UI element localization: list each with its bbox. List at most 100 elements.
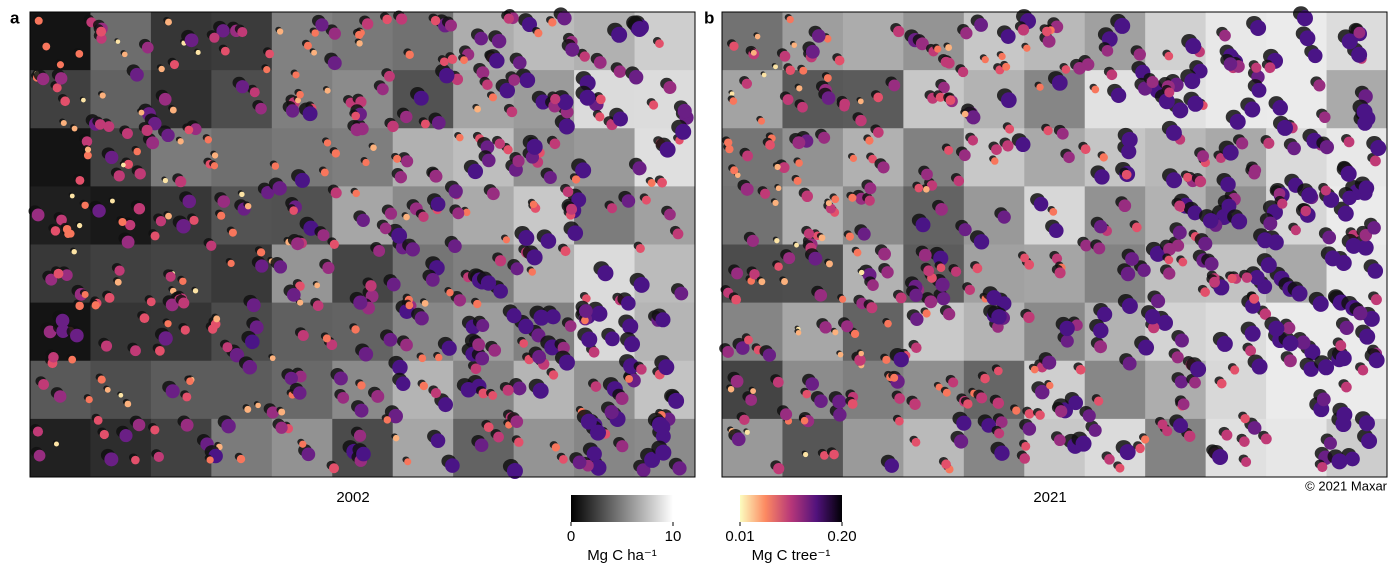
tree-crown: [526, 249, 543, 266]
tree-crown: [550, 93, 561, 105]
tree-crown: [909, 398, 921, 410]
image-tile: [211, 128, 273, 187]
tree-crown: [292, 71, 300, 79]
tree-crown: [941, 459, 951, 470]
tree-crown: [403, 213, 410, 221]
tree-crown: [1173, 418, 1189, 434]
tree-crown: [1367, 221, 1381, 235]
tree-crown: [591, 305, 608, 322]
tree-crown: [1304, 344, 1321, 361]
tree-crown: [56, 61, 65, 69]
tree-crown: [888, 79, 901, 92]
tree-crown: [1002, 62, 1011, 71]
image-tile: [1084, 244, 1146, 304]
tree-crown: [165, 18, 172, 26]
tree-crown: [60, 119, 67, 127]
tree-crown: [782, 94, 794, 105]
tree-crown: [1121, 169, 1132, 180]
tree-crown: [1174, 200, 1186, 212]
tree-crown: [575, 162, 592, 179]
tree-crown: [958, 149, 971, 162]
colorbar-tick-label: 0.01: [725, 528, 754, 545]
tree-crown: [101, 340, 113, 352]
image-frame: [29, 11, 696, 478]
tree-crown: [1341, 33, 1358, 50]
tree-crown: [848, 193, 857, 202]
tree-crown: [209, 32, 220, 43]
tree-crown: [1369, 155, 1381, 167]
tree-crown: [105, 150, 119, 165]
tree-crown: [266, 406, 279, 419]
tree-crown: [664, 208, 676, 221]
tree-crown: [935, 203, 948, 216]
tree-crown: [839, 98, 851, 110]
tree-crown: [242, 359, 258, 375]
tree-crown: [1002, 140, 1014, 152]
tree-crown: [405, 50, 414, 59]
image-tile: [271, 244, 333, 304]
tree-crown: [255, 402, 261, 409]
tree-crown: [1345, 451, 1360, 467]
tree-crown: [244, 405, 252, 413]
tree-crown: [518, 318, 534, 335]
tree-crown: [825, 260, 833, 268]
tree-crown: [1187, 95, 1204, 112]
tree-crown: [354, 403, 369, 418]
tree-crown: [1247, 421, 1262, 435]
tree-crown: [353, 429, 367, 442]
tree-crown: [635, 243, 645, 253]
tree-crown: [1251, 62, 1262, 73]
tree-crown: [456, 133, 464, 142]
tree-crown: [394, 171, 408, 184]
tree-crown: [387, 120, 399, 133]
tree-crown: [295, 281, 305, 291]
tree-crown: [235, 80, 250, 94]
tree-crown: [62, 224, 72, 234]
tree-crown: [483, 422, 494, 433]
tree-crown: [293, 386, 307, 400]
tree-crown: [1312, 295, 1329, 312]
tree-crown: [795, 329, 802, 336]
tree-crown: [1189, 376, 1201, 389]
tree-crown: [593, 56, 607, 69]
tree-crown: [1367, 263, 1384, 279]
tree-crown: [508, 74, 521, 86]
image-tile: [90, 360, 152, 420]
tree-crown: [974, 17, 988, 32]
tree-crown: [1194, 175, 1207, 188]
tree-crown: [994, 428, 1005, 439]
tree-crown: [749, 268, 760, 280]
colorbar: [740, 495, 842, 522]
tree-crown: [1299, 30, 1316, 47]
tree-crown: [99, 92, 106, 99]
tree-crown: [1093, 322, 1109, 339]
tree-crown: [246, 298, 261, 313]
tree-crown: [795, 159, 803, 167]
tree-crown: [729, 91, 735, 97]
tree-crown: [249, 87, 260, 98]
tree-crown: [915, 217, 931, 233]
tree-crown: [133, 203, 146, 215]
image-tile: [1024, 302, 1086, 362]
tree-crown: [1184, 73, 1201, 90]
tree-crown: [884, 458, 899, 473]
tree-crown: [632, 161, 647, 176]
tree-crown: [1272, 100, 1288, 116]
tree-crown: [1335, 350, 1352, 367]
tree-crown: [991, 157, 999, 165]
tree-crown: [186, 377, 194, 385]
image-tile: [513, 418, 575, 478]
tree-crown: [1149, 245, 1166, 262]
tree-crown: [1368, 352, 1385, 369]
tree-crown: [973, 234, 990, 250]
tree-crown: [558, 354, 575, 371]
tree-crown: [478, 388, 489, 399]
image-tile: [1084, 360, 1146, 420]
tree-crown: [69, 193, 75, 199]
tree-crown: [1144, 309, 1161, 325]
tree-crown: [1185, 38, 1202, 55]
tree-crown: [488, 344, 502, 357]
tree-crown: [1054, 405, 1068, 418]
tree-crown: [579, 89, 596, 106]
tree-crown: [1318, 359, 1335, 376]
